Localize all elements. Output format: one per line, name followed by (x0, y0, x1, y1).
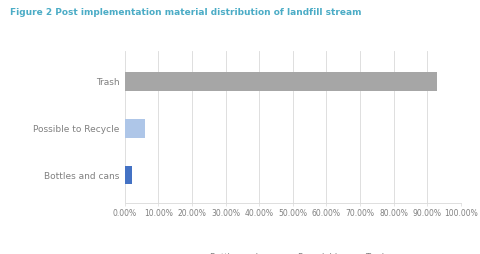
Text: Figure 2 Post implementation material distribution of landfill stream: Figure 2 Post implementation material di… (10, 8, 361, 17)
Bar (125, 119, 145, 138)
Bar (125, 72, 437, 91)
Bar (125, 166, 132, 184)
Legend: Bottles and cans, Recyclables, Trash: Bottles and cans, Recyclables, Trash (195, 250, 390, 254)
